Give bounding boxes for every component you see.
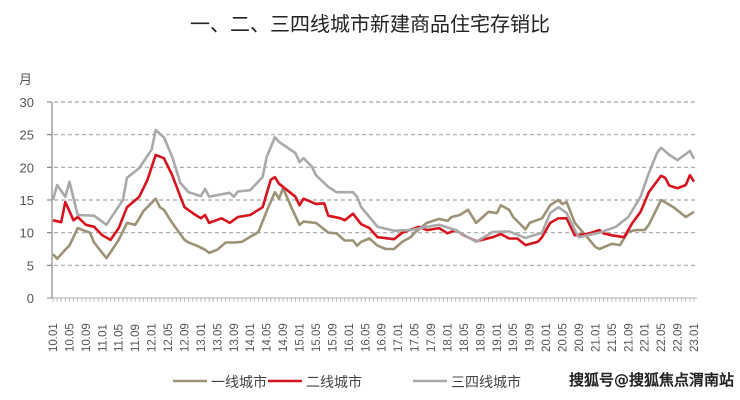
x-tick-label: 17.09 — [426, 323, 438, 352]
x-tick-label: 19.01 — [492, 323, 504, 352]
x-tick-label: 17.05 — [410, 323, 422, 352]
series-line-1 — [52, 186, 695, 261]
legend-label: 一线城市 — [211, 374, 267, 391]
x-tick-label: 13.01 — [196, 323, 208, 352]
x-tick-label: 16.05 — [360, 323, 372, 352]
x-tick-label: 11.05 — [114, 324, 126, 352]
x-tick-label: 22.09 — [673, 323, 685, 352]
x-tick-label: 20.01 — [541, 323, 553, 352]
x-tick-label: 11.01 — [97, 324, 109, 352]
x-tick-label: 14.01 — [245, 323, 257, 352]
legend-label: 二线城市 — [306, 374, 362, 391]
x-tick-label: 12.05 — [163, 323, 175, 352]
x-tick-label: 21.01 — [590, 323, 602, 352]
series-line-2 — [52, 153, 696, 247]
x-tick-label: 20.09 — [574, 323, 586, 352]
x-tick-label: 10.01 — [48, 323, 60, 352]
chart-title: 一、二、三四线城市新建商品住宅存销比 — [190, 12, 550, 36]
y-tick-label: 0 — [27, 291, 34, 306]
y-tick-label: 25 — [20, 128, 34, 143]
x-tick-label: 18.01 — [442, 323, 454, 352]
x-tick-label: 23.01 — [689, 323, 701, 352]
x-tick-label: 20.05 — [558, 323, 570, 352]
x-tick-label: 19.09 — [525, 323, 537, 352]
watermark: 搜狐号@搜狐焦点渭南站 — [568, 371, 734, 389]
x-tick-label: 12.01 — [147, 323, 159, 352]
series-line-3 — [51, 128, 696, 244]
x-tick-label: 22.01 — [640, 323, 652, 352]
x-tick-label: 12.09 — [179, 323, 191, 352]
x-tick-label: 18.09 — [475, 323, 487, 352]
x-tick-label: 18.05 — [459, 323, 471, 352]
y-tick-label: 20 — [20, 160, 34, 175]
y-tick-label: 15 — [20, 193, 34, 208]
legend-label: 三四线城市 — [451, 374, 521, 391]
x-tick-label: 15.01 — [295, 323, 307, 352]
x-tick-label: 11.09 — [130, 324, 142, 352]
x-tick-label: 10.09 — [81, 323, 93, 352]
x-tick-label: 14.05 — [262, 323, 274, 352]
x-tick-label: 15.09 — [327, 323, 339, 352]
x-tick-label: 21.09 — [623, 323, 635, 352]
x-tick-label: 21.05 — [607, 323, 619, 352]
y-tick-label: 10 — [20, 226, 34, 241]
x-tick-label: 16.01 — [344, 323, 356, 352]
x-tick-label: 22.05 — [656, 323, 668, 352]
x-tick-label: 16.09 — [377, 323, 389, 352]
x-tick-label: 10.05 — [64, 323, 76, 352]
y-axis-label: 月 — [19, 73, 32, 88]
x-tick-label: 19.05 — [508, 323, 520, 352]
x-tick-label: 17.01 — [393, 323, 405, 352]
y-tick-label: 30 — [20, 95, 34, 110]
x-tick-label: 15.05 — [311, 323, 323, 352]
x-tick-label: 13.09 — [229, 323, 241, 352]
x-tick-label: 14.09 — [278, 323, 290, 352]
x-tick-label: 13.05 — [212, 323, 224, 352]
y-tick-label: 5 — [27, 258, 34, 273]
